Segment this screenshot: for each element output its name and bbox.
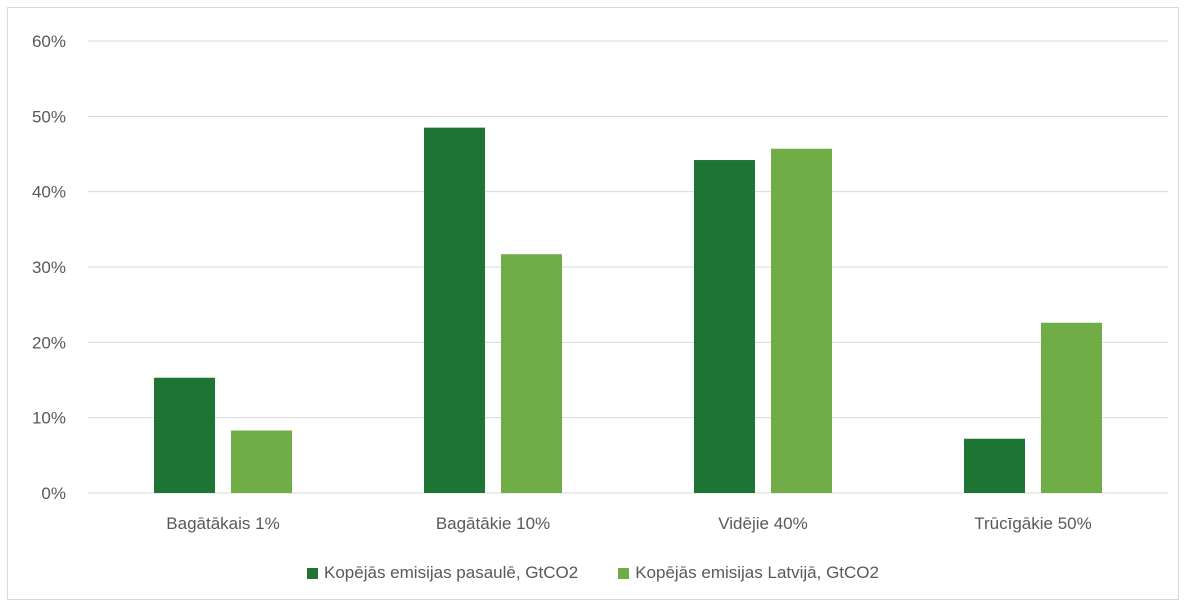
legend-item-latvia: Kopējās emisijas Latvijā, GtCO2 (618, 563, 879, 583)
legend-swatch-latvia (618, 568, 629, 579)
y-axis: 0% 10% 20% 30% 40% 50% 60% (32, 32, 66, 503)
y-tick-label: 20% (32, 333, 66, 352)
bar-world (694, 160, 755, 493)
bar-world (964, 439, 1025, 493)
bar-latvia (501, 254, 562, 493)
x-tick-label: Vidējie 40% (718, 514, 807, 533)
bars (154, 128, 1102, 493)
bar-latvia (771, 149, 832, 493)
legend: Kopējās emisijas pasaulē, GtCO2 Kopējās … (0, 563, 1186, 583)
y-tick-label: 30% (32, 258, 66, 277)
y-tick-label: 40% (32, 183, 66, 202)
bar-world (424, 128, 485, 493)
x-tick-label: Trūcīgākie 50% (974, 514, 1091, 533)
y-tick-label: 60% (32, 32, 66, 51)
bar-world (154, 378, 215, 493)
legend-label-world: Kopējās emisijas pasaulē, GtCO2 (324, 563, 578, 583)
x-tick-label: Bagātākie 10% (436, 514, 550, 533)
y-tick-label: 0% (41, 484, 66, 503)
legend-swatch-world (307, 568, 318, 579)
gridlines (88, 41, 1168, 493)
bar-latvia (1041, 323, 1102, 493)
y-tick-label: 10% (32, 409, 66, 428)
legend-item-world: Kopējās emisijas pasaulē, GtCO2 (307, 563, 578, 583)
x-axis: Bagātākais 1% Bagātākie 10% Vidējie 40% Trū… (166, 514, 1091, 533)
x-tick-label: Bagātākais 1% (166, 514, 279, 533)
bar-latvia (231, 430, 292, 493)
legend-label-latvia: Kopējās emisijas Latvijā, GtCO2 (635, 563, 879, 583)
y-tick-label: 50% (32, 107, 66, 126)
